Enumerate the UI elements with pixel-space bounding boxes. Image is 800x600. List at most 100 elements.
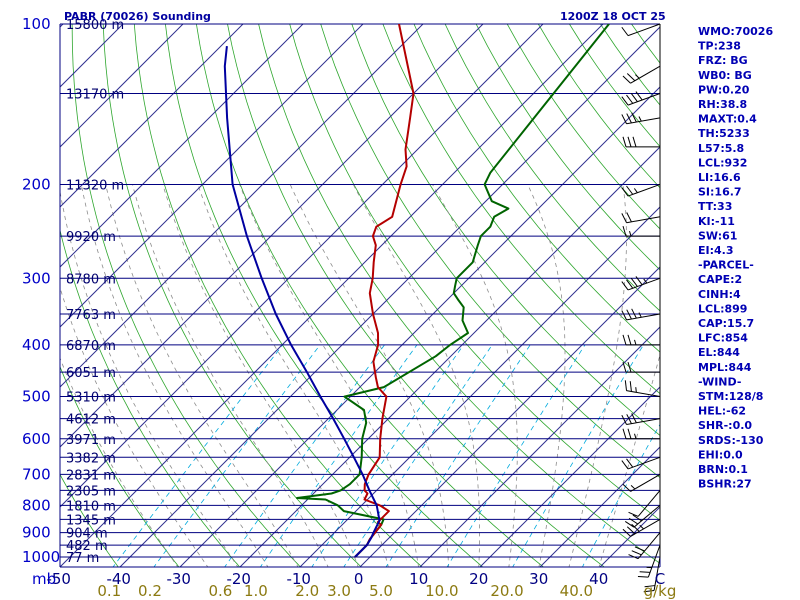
wind-barb-flag [628, 517, 639, 525]
wind-barb-flag [635, 91, 643, 101]
height-label: 77 m [66, 551, 99, 566]
sounding-index: EL:844 [698, 346, 740, 359]
temperature-tick-label: -10 [286, 570, 311, 588]
wind-barb-half-flag [635, 387, 637, 393]
wind-barb-flag [635, 276, 643, 286]
height-label: 2305 m [66, 484, 116, 499]
moist-adiabat [598, 353, 660, 567]
mixing-ratio-line [385, 344, 531, 567]
pressure-label: 400 [22, 336, 51, 354]
wind-barb-half-flag [638, 312, 642, 318]
isotherm-line [479, 386, 660, 567]
mixing-ratio-line [224, 344, 385, 567]
mixing-ratio-line [512, 344, 644, 567]
temperature-tick-label: -40 [106, 570, 131, 588]
wind-barbs [621, 23, 661, 593]
sounding-index: RH:38.8 [698, 98, 747, 111]
wind-barb-flag [628, 554, 639, 560]
chart-title: PABR (70026) Sounding [64, 10, 211, 23]
moist-adiabat [60, 286, 209, 567]
height-label: 1810 m [66, 499, 116, 514]
pressure-label: 300 [22, 269, 51, 287]
wind-barb-flag [627, 334, 632, 346]
wind-barb-flag [626, 185, 634, 195]
mixing-ratio-tick-label: 2.0 [295, 582, 319, 600]
wind-barb-flag [626, 279, 634, 289]
sounding-index: LCL:899 [698, 302, 747, 315]
wind-barb-flag [624, 380, 628, 391]
pressure-label: 700 [22, 465, 51, 483]
wind-barb-half-flag [633, 188, 638, 193]
dry-adiabat [102, 24, 362, 567]
pressure-label: 200 [22, 175, 51, 193]
mixing-ratio-line [259, 344, 418, 567]
wind-barb-flag [622, 334, 627, 346]
isotherm-line [60, 24, 484, 448]
wind-barb [653, 556, 661, 591]
wind-barb [627, 277, 661, 291]
mixing-ratio-tick-label: 0.1 [97, 582, 121, 600]
height-label: 2831 m [66, 468, 116, 483]
wind-barb-flag [634, 546, 645, 552]
moist-adiabat [568, 184, 627, 567]
sounding-index: L57:5.8 [698, 142, 744, 155]
mixing-ratio-line [446, 344, 586, 567]
wind-barb-flag [622, 483, 631, 492]
wind-barb [630, 65, 661, 84]
moist-adiabat [239, 184, 419, 567]
temperature-tick-label: 30 [529, 570, 548, 588]
sounding-index: PW:0.20 [698, 83, 750, 96]
height-label: 6051 m [66, 366, 116, 381]
isotherm-line [299, 206, 660, 567]
mixing-ratio-tick-label: 0.6 [208, 582, 232, 600]
moist-adiabat [527, 184, 566, 567]
height-label: 15800 m [66, 18, 124, 33]
moist-adiabat [60, 189, 239, 567]
wind-barb-half-flag [643, 278, 648, 284]
wind-barb-flag [621, 96, 629, 106]
wind-barb-flag [626, 458, 634, 468]
mixing-ratio-tick-label: 1.0 [244, 582, 268, 600]
wind-barb-flag [621, 114, 627, 124]
wind-barb-flag [622, 136, 627, 147]
pressure-label: 800 [22, 496, 51, 514]
dry-adiabat [444, 24, 660, 312]
dry-adiabat [475, 24, 660, 271]
dry-adiabat [165, 24, 484, 567]
moist-adiabat [197, 184, 389, 567]
dry-adiabat [351, 24, 660, 436]
sounding-index: WB0: BG [698, 69, 752, 82]
sounding-index: TH:5233 [698, 127, 750, 140]
isotherm-line [359, 266, 660, 567]
mixing-ratio-line [112, 344, 284, 567]
sounding-index: CAPE:2 [698, 273, 742, 286]
sounding-index: TP:238 [698, 40, 741, 53]
temperature-tick-label: -30 [166, 570, 191, 588]
mixing-ratio-line [311, 344, 464, 567]
wind-barb-flag [624, 521, 635, 528]
wind-barb [626, 418, 661, 426]
wind-barb [626, 390, 661, 398]
sounding-index: MAXT:0.4 [698, 113, 757, 126]
wind-barb-flag [631, 112, 637, 123]
mixing-ratio-line [581, 423, 660, 567]
wind-barb [627, 183, 661, 197]
wind-barb-flag [632, 136, 637, 147]
mixing-ratio-tick-label: 3.0 [327, 582, 351, 600]
wind-barb-flag [621, 187, 629, 197]
temperature-tick-label: 40 [589, 570, 608, 588]
wind-barb-flag [621, 213, 627, 223]
isotherm-line [119, 26, 660, 567]
wind-barb-flag [639, 571, 651, 573]
dry-adiabat [227, 24, 605, 567]
sounding-index: KI:-11 [698, 215, 735, 228]
sounding-index: -WIND- [698, 375, 741, 388]
pressure-label: 600 [22, 430, 51, 448]
height-label: 8780 m [66, 272, 116, 287]
wind-barb-flag [628, 511, 639, 517]
wind-barb-flag [632, 514, 642, 522]
wind-barb [630, 518, 661, 537]
temperature-tick-label: -50 [46, 570, 71, 588]
sounding-index: LFC:854 [698, 332, 748, 345]
